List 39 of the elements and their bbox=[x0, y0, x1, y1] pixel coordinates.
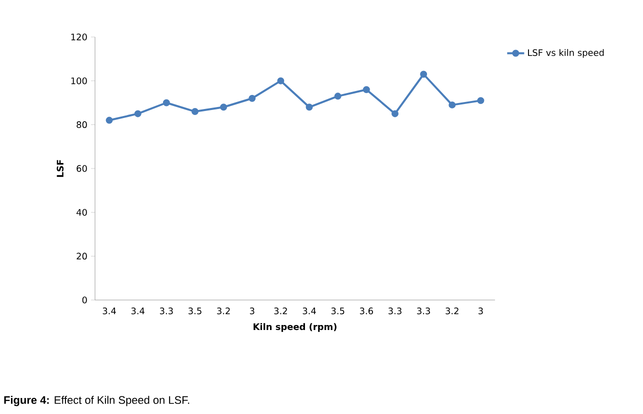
point bbox=[334, 92, 342, 100]
x-tick-label: 3.2 bbox=[274, 308, 287, 314]
x-tick-label: 3.3 bbox=[160, 308, 173, 314]
x-tick-label: 3.4 bbox=[131, 308, 144, 314]
y-tick-label: 20 bbox=[76, 252, 87, 260]
y-tick-label: 60 bbox=[76, 165, 87, 172]
x-axis-title: Kiln speed (rpm) bbox=[254, 323, 336, 332]
x-tick-label: 3.3 bbox=[388, 308, 402, 314]
point bbox=[220, 104, 228, 111]
y-tick-label: 80 bbox=[76, 121, 87, 128]
point bbox=[477, 97, 484, 104]
point bbox=[248, 94, 256, 102]
x-tick-label: 3 bbox=[250, 308, 254, 314]
y-axis-title: LSF bbox=[56, 160, 64, 177]
point bbox=[134, 110, 142, 118]
point bbox=[448, 101, 456, 108]
x-tick-label: 3.6 bbox=[360, 308, 373, 314]
y-tick-label: 0 bbox=[82, 296, 87, 304]
text: Figure 4: Effect of Kiln Speed on LSF. bbox=[4, 396, 190, 406]
point bbox=[306, 104, 313, 111]
x-tick-label: 3.5 bbox=[331, 308, 344, 314]
point bbox=[392, 110, 398, 118]
point bbox=[420, 70, 428, 78]
x-tick-label: 3.4 bbox=[302, 308, 316, 314]
point bbox=[277, 77, 284, 84]
x-tick-label: 3.2 bbox=[217, 308, 230, 314]
point bbox=[106, 116, 113, 124]
legend-label: LSF vs kiln speed bbox=[528, 49, 604, 58]
point bbox=[192, 108, 198, 116]
point bbox=[162, 99, 170, 106]
x-tick-label: 3.5 bbox=[188, 308, 202, 314]
y-tick-label: 120 bbox=[71, 34, 87, 40]
x-tick-label: 3.3 bbox=[417, 308, 430, 314]
x-tick-label: 3 bbox=[478, 308, 483, 314]
x-tick-label: 3.2 bbox=[446, 308, 458, 314]
point bbox=[362, 86, 370, 94]
x-tick-label: 3.4 bbox=[102, 308, 116, 314]
y-tick-label: 100 bbox=[71, 77, 87, 84]
y-tick-label: 40 bbox=[76, 208, 87, 216]
